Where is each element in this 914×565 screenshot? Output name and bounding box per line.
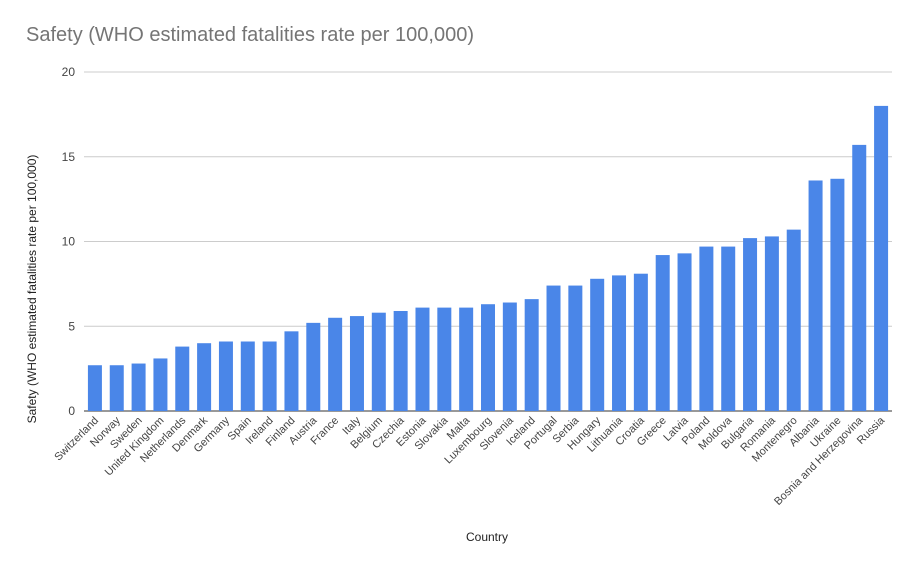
bar — [349, 316, 364, 411]
bar — [459, 307, 474, 411]
bar — [415, 307, 430, 411]
bar — [546, 285, 561, 411]
chart-title: Safety (WHO estimated fatalities rate pe… — [26, 24, 474, 46]
bar — [371, 312, 386, 411]
y-tick-label: 5 — [68, 319, 75, 333]
y-tick-label: 10 — [62, 235, 76, 249]
bar — [655, 255, 670, 411]
y-axis-label: Safety (WHO estimated fatalities rate pe… — [25, 155, 39, 424]
y-tick-label: 0 — [68, 404, 75, 418]
bar — [743, 238, 758, 411]
bars — [87, 105, 889, 412]
bar — [808, 180, 823, 411]
bar — [852, 144, 867, 411]
bar — [87, 365, 102, 411]
bar — [393, 310, 408, 411]
x-axis-label: Country — [466, 530, 508, 544]
bar — [284, 331, 299, 411]
bar — [197, 343, 212, 411]
bar — [262, 341, 277, 411]
bar — [633, 273, 648, 411]
bar — [590, 278, 605, 411]
bar — [764, 236, 779, 411]
y-tick-label: 15 — [62, 150, 76, 164]
bar — [874, 105, 889, 412]
bar — [109, 365, 124, 411]
bar — [786, 229, 801, 411]
bar — [830, 178, 845, 411]
y-tick-label: 20 — [62, 65, 76, 79]
y-tick-labels: 0 5 10 15 20 — [62, 65, 76, 418]
bar — [699, 246, 714, 411]
bar — [153, 358, 168, 411]
bar — [721, 246, 736, 411]
bar — [328, 317, 343, 411]
bar — [481, 304, 495, 411]
bar — [524, 299, 539, 411]
bar — [502, 302, 517, 411]
bar — [612, 275, 627, 411]
bar — [568, 285, 583, 411]
bar — [175, 346, 190, 411]
bar — [218, 341, 233, 411]
bar — [240, 341, 255, 411]
bar — [306, 322, 321, 411]
bar — [131, 363, 146, 411]
bar — [437, 307, 452, 411]
bar — [677, 253, 692, 411]
